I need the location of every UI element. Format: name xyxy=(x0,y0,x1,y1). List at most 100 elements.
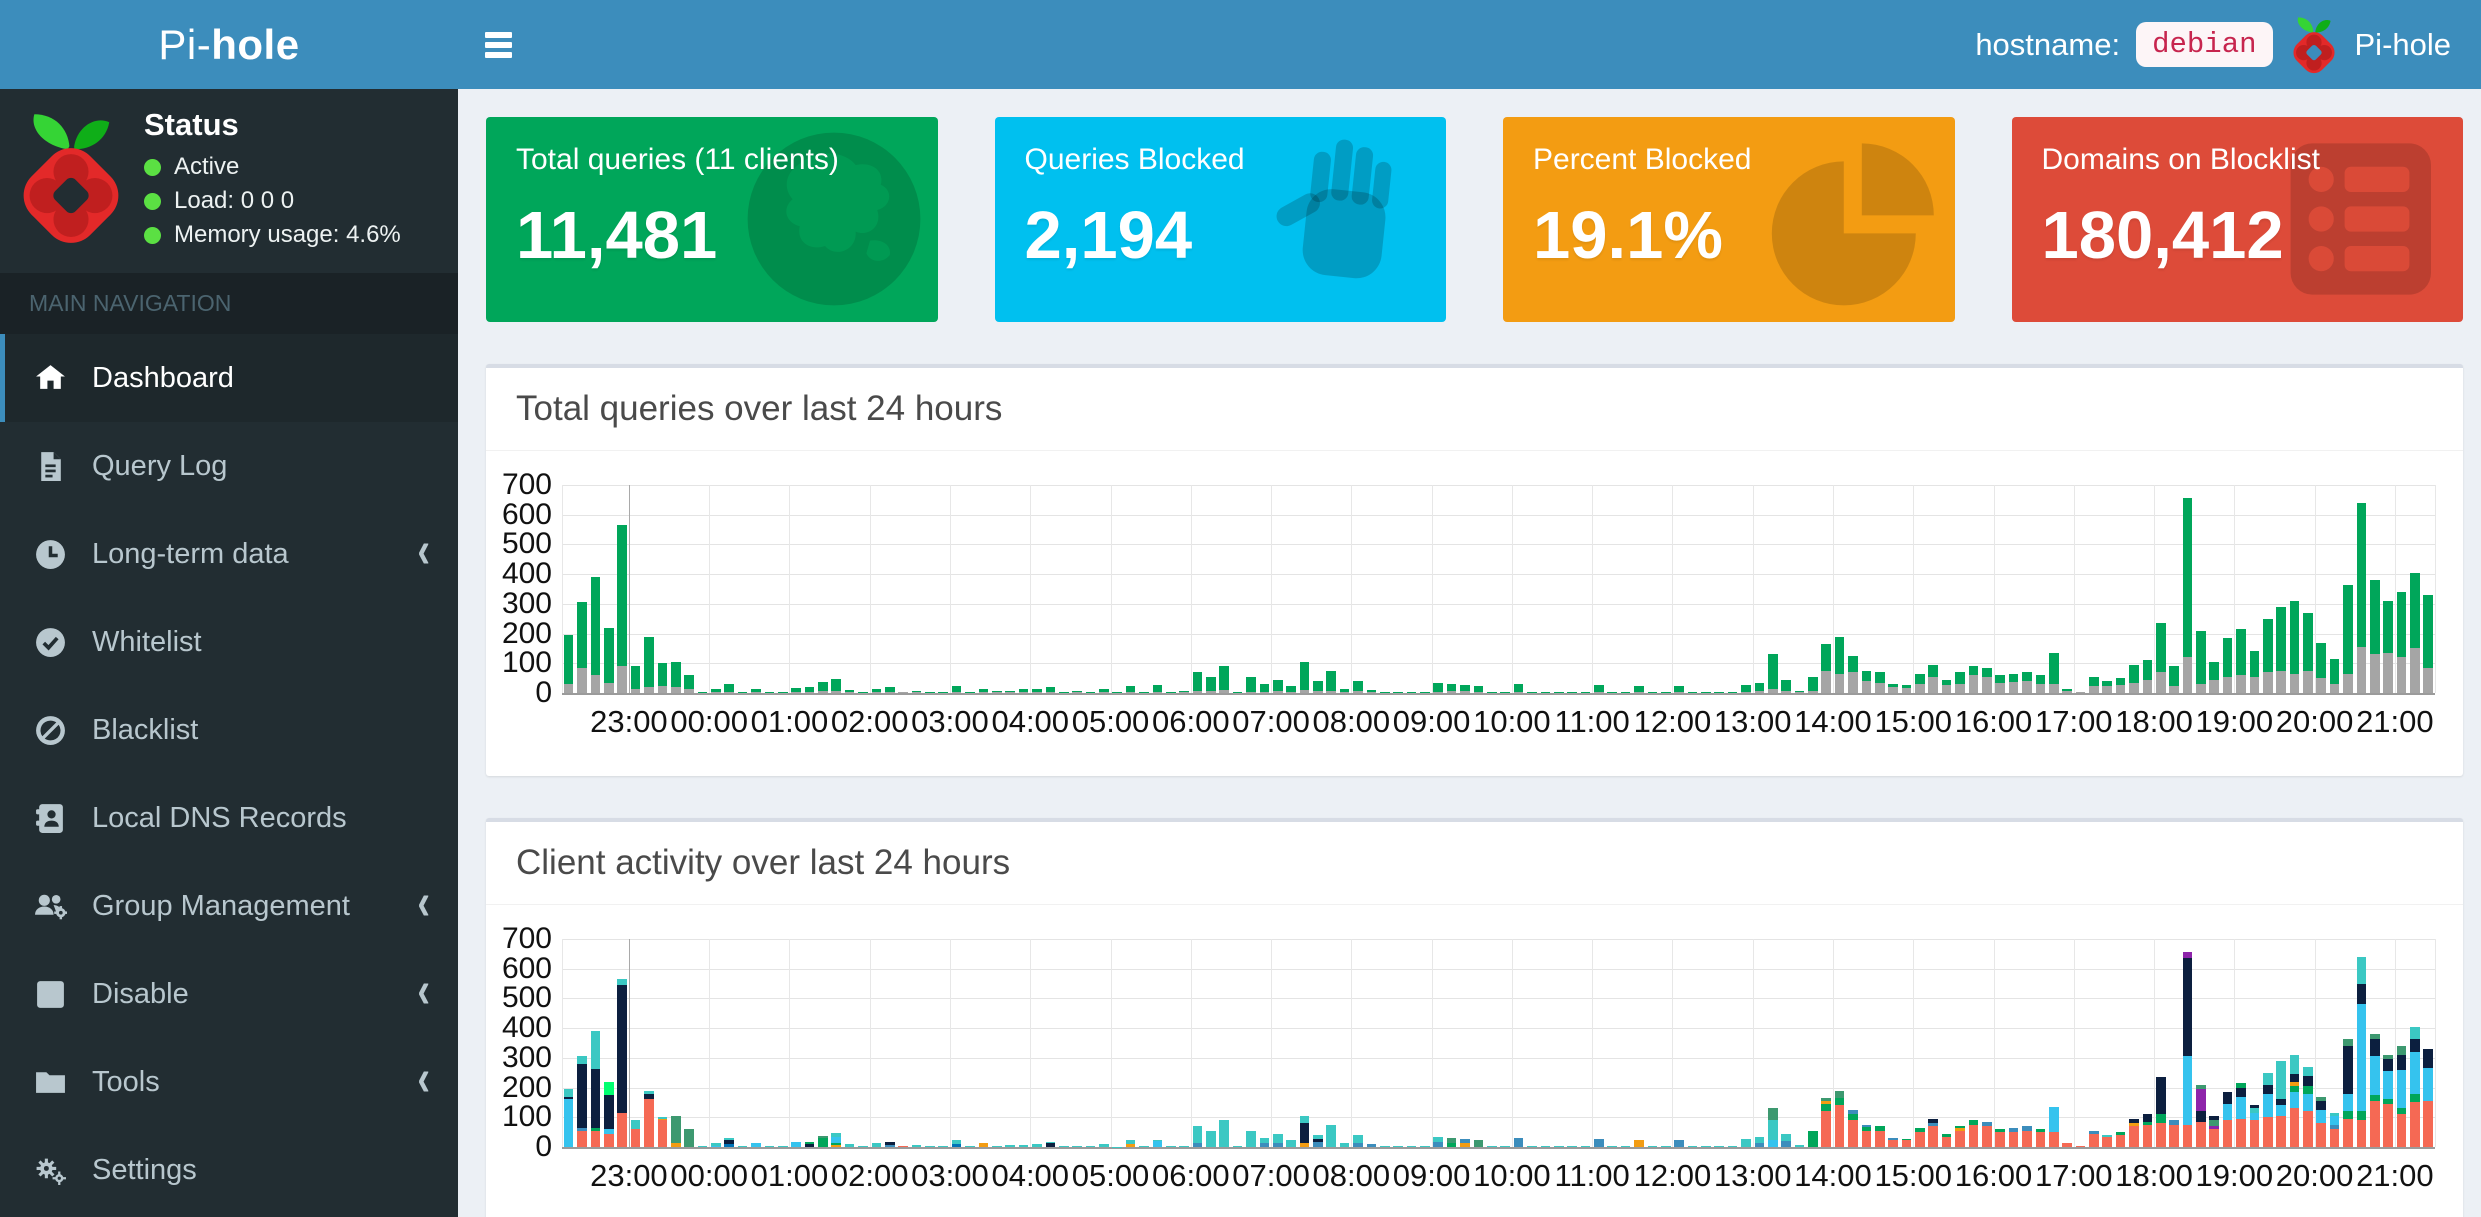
stacked-bar[interactable] xyxy=(1246,939,1256,1147)
stacked-bar[interactable] xyxy=(1152,485,1163,693)
sidebar-item-long-term-data[interactable]: Long-term data ‹ xyxy=(0,510,458,598)
stacked-bar[interactable] xyxy=(2369,939,2380,1147)
stacked-bar[interactable] xyxy=(1861,939,1872,1147)
stacked-bar[interactable] xyxy=(2048,485,2059,693)
stacked-bar[interactable] xyxy=(1808,939,1818,1147)
stacked-bar[interactable] xyxy=(965,939,975,1147)
stacked-bar[interactable] xyxy=(1406,485,1417,693)
stacked-bar[interactable] xyxy=(697,485,708,693)
stacked-bar[interactable] xyxy=(1714,485,1725,693)
stacked-bar[interactable] xyxy=(2115,939,2126,1147)
stacked-bar[interactable] xyxy=(1794,485,1805,693)
stacked-bar[interactable] xyxy=(2075,939,2086,1147)
stacked-bar[interactable] xyxy=(1634,485,1644,693)
stacked-bar[interactable] xyxy=(1834,939,1845,1147)
stacked-bar[interactable] xyxy=(2276,939,2286,1147)
stacked-bar[interactable] xyxy=(1941,939,1952,1147)
stacked-bar[interactable] xyxy=(1500,939,1510,1147)
stacked-bar[interactable] xyxy=(1072,485,1082,693)
stacked-bar[interactable] xyxy=(1982,485,1992,693)
stacked-bar[interactable] xyxy=(1112,485,1123,693)
stacked-bar[interactable] xyxy=(2423,939,2434,1147)
sidebar-item-disable[interactable]: Disable ‹ xyxy=(0,950,458,1038)
stacked-bar[interactable] xyxy=(2062,939,2072,1147)
stacked-bar[interactable] xyxy=(1540,485,1551,693)
sidebar-item-group-management[interactable]: Group Management ‹ xyxy=(0,862,458,950)
stacked-bar[interactable] xyxy=(1393,485,1403,693)
stacked-bar[interactable] xyxy=(1272,485,1283,693)
stacked-bar[interactable] xyxy=(2343,939,2353,1147)
stacked-bar[interactable] xyxy=(1406,939,1417,1147)
stacked-bar[interactable] xyxy=(1701,485,1711,693)
stacked-bar[interactable] xyxy=(1941,485,1952,693)
stacked-bar[interactable] xyxy=(1513,485,1524,693)
stacked-bar[interactable] xyxy=(2155,485,2166,693)
stacked-bar[interactable] xyxy=(991,485,1002,693)
stacked-bar[interactable] xyxy=(617,939,627,1147)
stacked-bar[interactable] xyxy=(2303,939,2313,1147)
sidebar-item-local-dns-records[interactable]: Local DNS Records xyxy=(0,774,458,862)
summary-card-list[interactable]: Domains on Blocklist 180,412 xyxy=(2011,117,2463,322)
sidebar-item-whitelist[interactable]: Whitelist xyxy=(0,598,458,686)
stacked-bar[interactable] xyxy=(1433,939,1444,1147)
stacked-bar[interactable] xyxy=(1567,485,1577,693)
stacked-bar[interactable] xyxy=(1861,485,1872,693)
stacked-bar[interactable] xyxy=(1995,485,2005,693)
stacked-bar[interactable] xyxy=(951,939,962,1147)
stacked-bar[interactable] xyxy=(697,939,708,1147)
stacked-bar[interactable] xyxy=(1741,485,1751,693)
stacked-bar[interactable] xyxy=(938,485,949,693)
stacked-bar[interactable] xyxy=(1353,485,1363,693)
stacked-bar[interactable] xyxy=(1781,485,1791,693)
stacked-bar[interactable] xyxy=(1139,939,1149,1147)
stacked-bar[interactable] xyxy=(1888,485,1898,693)
sidebar-item-blacklist[interactable]: Blacklist xyxy=(0,686,458,774)
stacked-bar[interactable] xyxy=(2236,485,2246,693)
stacked-bar[interactable] xyxy=(2182,939,2193,1147)
stacked-bar[interactable] xyxy=(684,939,694,1147)
stacked-bar[interactable] xyxy=(1446,485,1457,693)
stacked-bar[interactable] xyxy=(1888,939,1898,1147)
stacked-bar[interactable] xyxy=(1299,485,1310,693)
stacked-bar[interactable] xyxy=(1420,485,1430,693)
stacked-bar[interactable] xyxy=(1353,939,1363,1147)
stacked-bar[interactable] xyxy=(2022,485,2032,693)
stacked-bar[interactable] xyxy=(1139,485,1149,693)
stacked-bar[interactable] xyxy=(577,485,587,693)
stacked-bar[interactable] xyxy=(1687,939,1698,1147)
stacked-bar[interactable] xyxy=(791,485,801,693)
stacked-bar[interactable] xyxy=(1045,485,1056,693)
stacked-bar[interactable] xyxy=(1714,939,1725,1147)
stacked-bar[interactable] xyxy=(1219,485,1230,693)
stacked-bar[interactable] xyxy=(657,939,668,1147)
stacked-bar[interactable] xyxy=(1955,485,1965,693)
stacked-bar[interactable] xyxy=(1420,939,1430,1147)
stacked-bar[interactable] xyxy=(2035,939,2046,1147)
stacked-bar[interactable] xyxy=(1540,939,1551,1147)
stacked-bar[interactable] xyxy=(1152,939,1163,1147)
stacked-bar[interactable] xyxy=(1527,485,1537,693)
stacked-bar[interactable] xyxy=(1968,485,1979,693)
stacked-bar[interactable] xyxy=(2396,485,2407,693)
stacked-bar[interactable] xyxy=(1727,939,1738,1147)
stacked-bar[interactable] xyxy=(938,939,949,1147)
stacked-bar[interactable] xyxy=(1058,485,1069,693)
stacked-bar[interactable] xyxy=(1821,939,1832,1147)
stacked-bar[interactable] xyxy=(1473,485,1484,693)
stacked-bar[interactable] xyxy=(911,939,922,1147)
stacked-bar[interactable] xyxy=(2383,485,2393,693)
stacked-bar[interactable] xyxy=(1701,939,1711,1147)
stacked-bar[interactable] xyxy=(2369,485,2380,693)
summary-card-hand[interactable]: Queries Blocked 2,194 xyxy=(994,117,1446,322)
stacked-bar[interactable] xyxy=(1339,939,1350,1147)
stacked-bar[interactable] xyxy=(1099,939,1109,1147)
stacked-bar[interactable] xyxy=(1165,939,1176,1147)
stacked-bar[interactable] xyxy=(1058,939,1069,1147)
stacked-bar[interactable] xyxy=(978,485,989,693)
stacked-bar[interactable] xyxy=(1727,485,1738,693)
stacked-bar[interactable] xyxy=(1580,939,1591,1147)
stacked-bar[interactable] xyxy=(1339,485,1350,693)
stacked-bar[interactable] xyxy=(2410,485,2420,693)
stacked-bar[interactable] xyxy=(1032,939,1042,1147)
stacked-bar[interactable] xyxy=(563,939,574,1147)
